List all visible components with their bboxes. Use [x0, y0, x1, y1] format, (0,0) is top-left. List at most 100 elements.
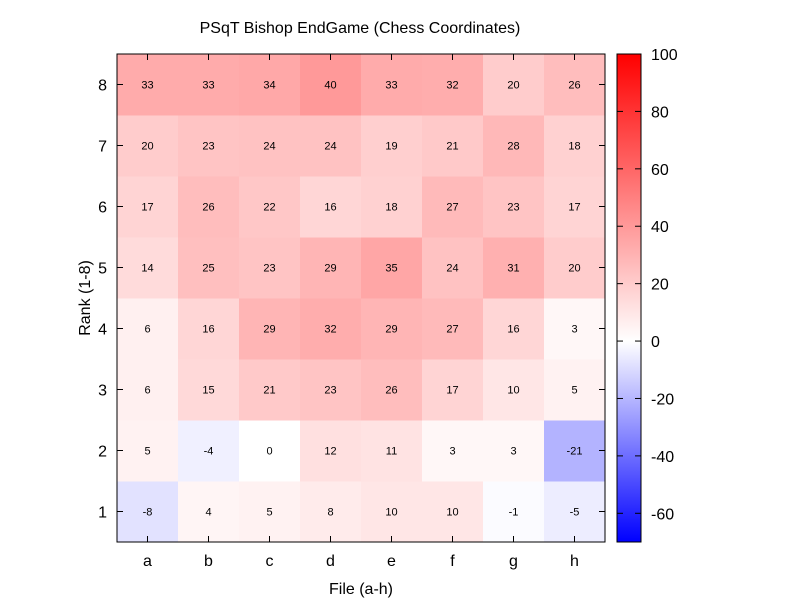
heatmap-cell-a4 — [117, 298, 179, 360]
cell-value-label: 21 — [446, 141, 458, 153]
cell-value-label: 21 — [263, 385, 275, 397]
heatmap-cell-c8 — [239, 54, 301, 116]
heatmap-cell-a8 — [117, 54, 179, 116]
heatmap-cell-d7 — [300, 115, 362, 177]
heatmap-cell-c5 — [239, 237, 301, 299]
heatmap-cell-b1 — [178, 481, 240, 543]
heatmap-cell-e4 — [361, 298, 423, 360]
colorbar-tick-label: 40 — [651, 219, 669, 236]
x-tick-label: c — [266, 553, 274, 570]
heatmap-cell-c7 — [239, 115, 301, 177]
cell-value-label: -21 — [567, 446, 583, 458]
colorbar-tick-label: -60 — [651, 506, 674, 523]
heatmap-cell-c3 — [239, 359, 301, 421]
heatmap-cell-e6 — [361, 176, 423, 238]
heatmap-cell-f4 — [422, 298, 484, 360]
cell-value-label: 40 — [324, 80, 336, 92]
cell-value-label: 24 — [324, 141, 336, 153]
heatmap-cell-a1 — [117, 481, 179, 543]
cell-value-label: 29 — [324, 263, 336, 275]
y-axis-label: Rank (1-8) — [77, 260, 94, 336]
cell-value-label: 19 — [385, 141, 397, 153]
cell-value-label: 29 — [385, 324, 397, 336]
heatmap-cell-f5 — [422, 237, 484, 299]
heatmap-cell-d5 — [300, 237, 362, 299]
y-tick-label: 8 — [98, 78, 107, 95]
heatmap-cell-f7 — [422, 115, 484, 177]
x-tick-label: b — [204, 553, 213, 570]
heatmap-cell-f6 — [422, 176, 484, 238]
heatmap-cell-g5 — [483, 237, 545, 299]
heatmap-cell-g6 — [483, 176, 545, 238]
heatmap-cell-c4 — [239, 298, 301, 360]
heatmap-cell-h5 — [544, 237, 606, 299]
colorbar-tick-label: 0 — [651, 334, 660, 351]
cell-value-label: 3 — [510, 446, 516, 458]
cell-value-label: 5 — [571, 385, 577, 397]
cell-value-label: 6 — [144, 385, 150, 397]
heatmap-cell-a6 — [117, 176, 179, 238]
cell-value-label: 26 — [202, 202, 214, 214]
x-tick-label: a — [143, 553, 152, 570]
cell-value-label: 32 — [324, 324, 336, 336]
cell-value-label: 20 — [507, 80, 519, 92]
heatmap-cell-e8 — [361, 54, 423, 116]
colorbar-tick-label: 100 — [651, 47, 678, 64]
y-tick-label: 1 — [98, 505, 107, 522]
cell-value-label: -1 — [509, 507, 519, 519]
heatmap-cell-labels: -8 4 5 8 10 10 -1 -55 -4 0 12 11 3 3 -216 15 21 23 26 17 10 5… — [141, 80, 582, 519]
cell-value-label: -8 — [143, 507, 153, 519]
heatmap-cell-d2 — [300, 420, 362, 482]
cell-value-label: 6 — [144, 324, 150, 336]
y-tick-label: 4 — [98, 322, 107, 339]
heatmap-cell-e5 — [361, 237, 423, 299]
heatmap-cell-h6 — [544, 176, 606, 238]
x-tick-label: h — [570, 553, 579, 570]
heatmap-cell-h2 — [544, 420, 606, 482]
cell-value-label: 18 — [385, 202, 397, 214]
cell-value-label: 35 — [385, 263, 397, 275]
colorbar-tick-label: 20 — [651, 277, 669, 294]
heatmap-cell-b6 — [178, 176, 240, 238]
x-tick-label: f — [450, 553, 455, 570]
cell-value-label: 23 — [324, 385, 336, 397]
cell-value-label: 16 — [202, 324, 214, 336]
cell-value-label: 34 — [263, 80, 275, 92]
y-tick-label: 2 — [98, 444, 107, 461]
heatmap-cell-h3 — [544, 359, 606, 421]
heatmap-cell-b3 — [178, 359, 240, 421]
colorbar-tick-label: -40 — [651, 449, 674, 466]
heatmap-cell-h4 — [544, 298, 606, 360]
heatmap-cell-h7 — [544, 115, 606, 177]
cell-value-label: 5 — [266, 507, 272, 519]
cell-value-label: 24 — [263, 141, 275, 153]
x-tick-label: g — [509, 553, 518, 570]
colorbar-tick-label: -20 — [651, 391, 674, 408]
cell-value-label: -5 — [570, 507, 580, 519]
cell-value-label: 15 — [202, 385, 214, 397]
heatmap-cell-h1 — [544, 481, 606, 543]
heatmap-cell-b4 — [178, 298, 240, 360]
heatmap-cell-g2 — [483, 420, 545, 482]
heatmap-cell-e7 — [361, 115, 423, 177]
heatmap-cell-d4 — [300, 298, 362, 360]
heatmap-cell-d3 — [300, 359, 362, 421]
cell-value-label: 18 — [568, 141, 580, 153]
y-tick-label: 5 — [98, 261, 107, 278]
cell-value-label: 22 — [263, 202, 275, 214]
cell-value-label: 12 — [324, 446, 336, 458]
cell-value-label: 4 — [205, 507, 211, 519]
cell-value-label: 33 — [141, 80, 153, 92]
heatmap-cell-a5 — [117, 237, 179, 299]
heatmap-cell-a7 — [117, 115, 179, 177]
cell-value-label: 8 — [327, 507, 333, 519]
heatmap-cell-e1 — [361, 481, 423, 543]
x-tick-label: e — [387, 553, 396, 570]
cell-value-label: -4 — [204, 446, 214, 458]
x-axis-ticks: a b c d e f g h — [143, 54, 579, 570]
heatmap-cell-g3 — [483, 359, 545, 421]
heatmap-cell-d6 — [300, 176, 362, 238]
cell-value-label: 16 — [324, 202, 336, 214]
cell-value-label: 3 — [449, 446, 455, 458]
